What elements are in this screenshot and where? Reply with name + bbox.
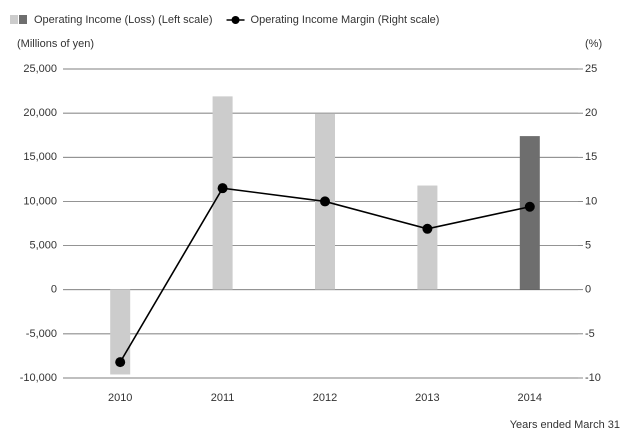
line-marker — [320, 196, 330, 207]
bar — [519, 136, 540, 290]
y2-tick-label: 10 — [585, 195, 597, 207]
x-tick-label: 2012 — [313, 392, 337, 404]
y2-tick-label: -5 — [585, 328, 595, 340]
x-axis-note: Years ended March 31 — [510, 419, 620, 431]
bar — [417, 185, 438, 290]
y-tick-label: -5,000 — [26, 328, 57, 340]
y2-axis-label: (%) — [585, 38, 602, 50]
y2-tick-label: 5 — [585, 239, 591, 251]
y-tick-label: 20,000 — [23, 107, 57, 119]
x-tick-label: 2013 — [415, 392, 439, 404]
legend-swatch — [19, 15, 27, 24]
x-tick-label: 2010 — [108, 392, 132, 404]
y2-tick-label: 25 — [585, 63, 597, 75]
y-tick-label: 0 — [51, 284, 57, 296]
y-tick-label: 10,000 — [23, 195, 57, 207]
y-tick-label: 25,000 — [23, 63, 57, 75]
y-tick-label: 5,000 — [29, 239, 57, 251]
x-tick-label: 2014 — [518, 392, 542, 404]
line-marker — [422, 223, 433, 234]
y-tick-label: -10,000 — [20, 372, 57, 384]
y-tick-label: 15,000 — [23, 151, 57, 163]
y2-tick-label: -10 — [585, 372, 601, 384]
x-tick-label: 2011 — [211, 392, 235, 404]
legend-marker — [231, 16, 240, 24]
legend-label: Operating Income Margin (Right scale) — [251, 14, 440, 26]
y-axis-label: (Millions of yen) — [17, 38, 94, 50]
y2-tick-label: 15 — [585, 151, 597, 163]
line-marker — [217, 183, 228, 194]
line-marker — [115, 357, 126, 368]
legend-label: Operating Income (Loss) (Left scale) — [34, 14, 213, 26]
line-marker — [524, 201, 535, 212]
y2-tick-label: 20 — [585, 107, 597, 119]
y2-tick-label: 0 — [585, 284, 591, 296]
legend-swatch — [10, 15, 18, 24]
